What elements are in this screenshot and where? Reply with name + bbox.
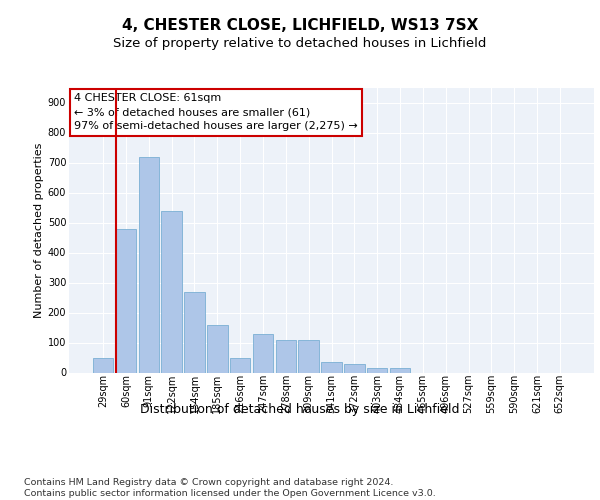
- Text: 4 CHESTER CLOSE: 61sqm
← 3% of detached houses are smaller (61)
97% of semi-deta: 4 CHESTER CLOSE: 61sqm ← 3% of detached …: [74, 93, 358, 131]
- Bar: [230, 358, 250, 372]
- Bar: [93, 358, 113, 372]
- Text: Size of property relative to detached houses in Lichfield: Size of property relative to detached ho…: [113, 38, 487, 51]
- Bar: [275, 340, 296, 372]
- Bar: [116, 228, 136, 372]
- Bar: [344, 364, 365, 372]
- Text: 4, CHESTER CLOSE, LICHFIELD, WS13 7SX: 4, CHESTER CLOSE, LICHFIELD, WS13 7SX: [122, 18, 478, 32]
- Bar: [161, 210, 182, 372]
- Bar: [207, 324, 227, 372]
- Bar: [367, 368, 388, 372]
- Bar: [184, 292, 205, 372]
- Y-axis label: Number of detached properties: Number of detached properties: [34, 142, 44, 318]
- Text: Contains HM Land Registry data © Crown copyright and database right 2024.
Contai: Contains HM Land Registry data © Crown c…: [24, 478, 436, 498]
- Text: Distribution of detached houses by size in Lichfield: Distribution of detached houses by size …: [140, 402, 460, 415]
- Bar: [390, 368, 410, 372]
- Bar: [139, 156, 159, 372]
- Bar: [321, 362, 342, 372]
- Bar: [253, 334, 273, 372]
- Bar: [298, 340, 319, 372]
